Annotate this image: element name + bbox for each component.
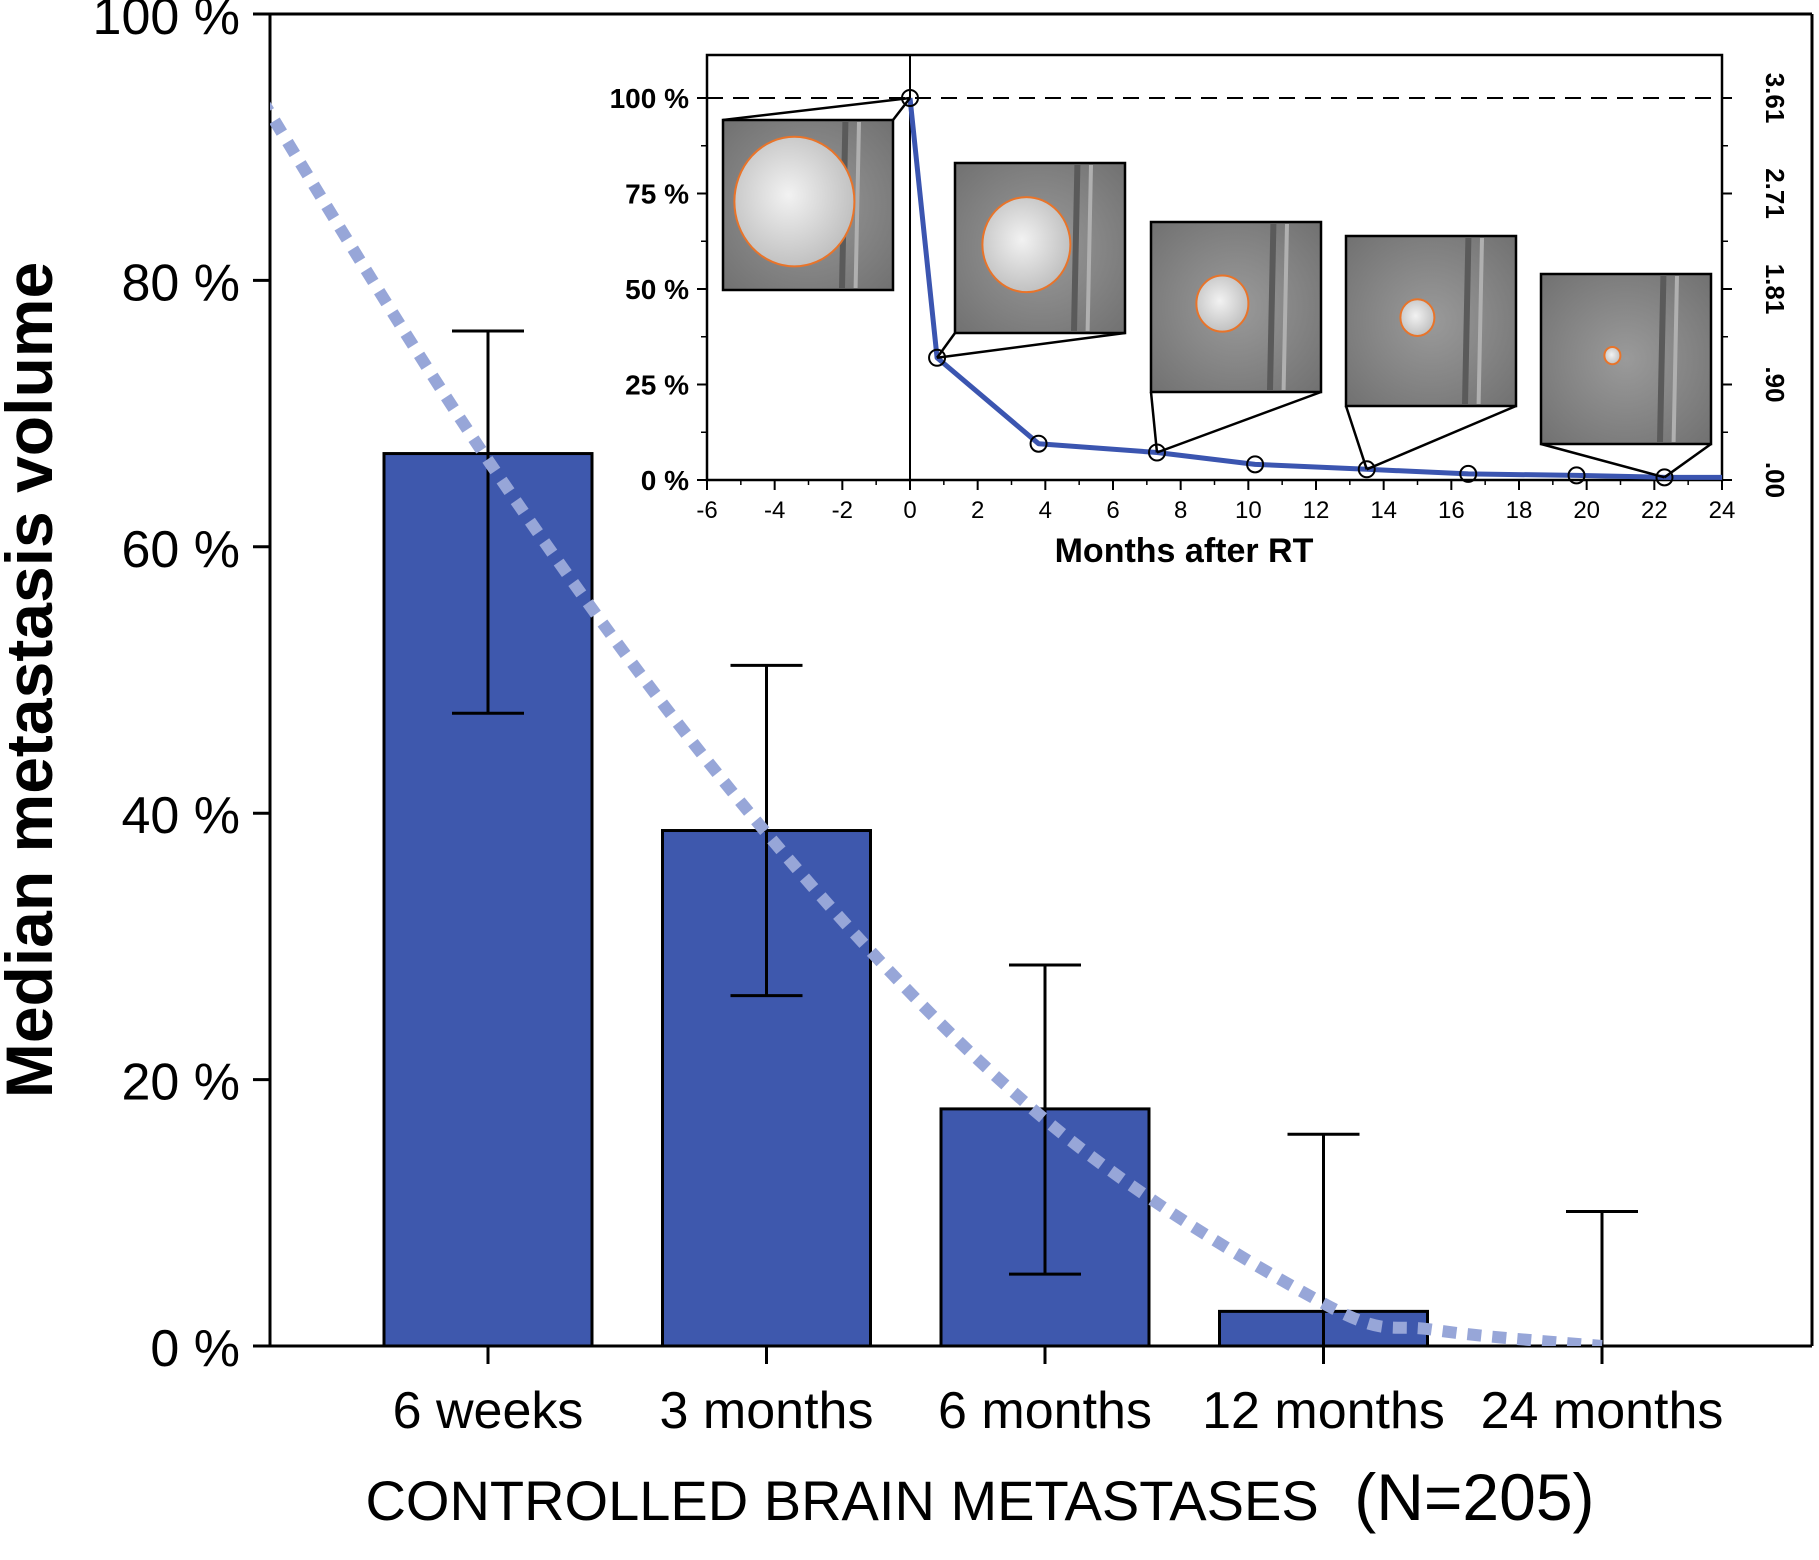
mri-vessel-shadow (1071, 164, 1081, 332)
mri-connector (1663, 442, 1712, 479)
mri-thumbnail (1344, 234, 1518, 471)
trend-line (270, 101, 1603, 1346)
mri-vessel-highlight (1281, 223, 1289, 391)
inset-y-tick-label: 50 % (625, 274, 689, 305)
mri-connector (1540, 442, 1665, 479)
trend-curve (270, 101, 1603, 1346)
inset-x-tick-label: 6 (1106, 497, 1119, 524)
y-tick-label: 0 % (150, 1320, 240, 1378)
x-tick-label: 3 months (660, 1382, 874, 1440)
y-axis-label: Median metastasis volume (0, 262, 66, 1098)
inset-x-tick-label: 0 (903, 497, 916, 524)
mri-connector (1366, 404, 1517, 471)
x-axis-ticks: 6 weeks 3 months 6 months 12 months 24 month… (393, 1346, 1724, 1440)
mri-thumbnails (721, 96, 1713, 479)
x-tick-label: 12 months (1202, 1382, 1445, 1440)
mri-vessel-highlight (1671, 275, 1679, 443)
inset-x-tick-label: 20 (1573, 497, 1600, 524)
inset-data-marker (1567, 466, 1586, 485)
inset-x-tick-label: 12 (1303, 497, 1330, 524)
mri-vessel-highlight (1476, 237, 1484, 405)
inset-y2-tick-label: 1.81 (1760, 264, 1790, 315)
mri-lesion-contour (1399, 298, 1436, 337)
inset-data-marker (1459, 464, 1478, 483)
inset-data-marker (1246, 455, 1265, 474)
inset-data-marker (1029, 434, 1048, 453)
inset-y2-tick-label: .90 (1760, 366, 1790, 402)
x-tick-label: 24 months (1481, 1382, 1724, 1440)
y-tick-label: 80 % (121, 254, 240, 312)
y-tick-label: 100 % (93, 0, 240, 46)
mri-vessel-shadow (1462, 237, 1472, 405)
mri-connector (1156, 390, 1322, 454)
mri-lesion-contour (1603, 345, 1622, 366)
main-plot-area: 0 %20 %40 %60 %80 %100 % 6 weeks 3 months… (93, 0, 1814, 1440)
mri-connector (936, 331, 1126, 359)
mri-vessel-highlight (853, 121, 861, 289)
inset-data-marker (1357, 460, 1376, 479)
inset-x-tick-label: 24 (1709, 497, 1736, 524)
mri-thumbnail-frame (1539, 272, 1713, 446)
inset-y-tick-label: 100 % (610, 83, 689, 114)
mri-connector (936, 332, 957, 359)
inset-series-line (907, 97, 1722, 480)
mri-vessel-highlight (1085, 164, 1093, 332)
y-axis-ticks: 0 % 20 % 40 % 60 % 80 % 100 % (93, 0, 270, 1378)
inset-y-tick-label: 75 % (625, 179, 689, 210)
mri-thumbnail (1149, 220, 1323, 454)
mri-vessel-shadow (1657, 275, 1667, 443)
mri-vessel-shadow (1267, 223, 1277, 391)
mri-connector (1344, 405, 1368, 470)
inset-x-tick-label: -2 (832, 497, 853, 524)
mri-connector (892, 97, 911, 121)
inset-x-tick-label: 8 (1174, 497, 1187, 524)
inset-x-tick-label: 14 (1370, 497, 1397, 524)
inset-x-tick-label: 16 (1438, 497, 1465, 524)
inset-y2-tick-label: 2.71 (1760, 168, 1790, 219)
x-axis-label-n: (N=205) (1354, 1460, 1594, 1534)
inset-y-tick-label: 25 % (625, 370, 689, 401)
inset-series (707, 55, 1722, 487)
inset-x-tick-label: -4 (764, 497, 785, 524)
y-tick-label: 20 % (121, 1054, 240, 1112)
inset-y2-tick-label: 3.61 (1760, 73, 1790, 124)
mri-lesion-contour (1195, 274, 1250, 333)
mri-lesion-contour (981, 196, 1072, 294)
y-tick-label: 40 % (121, 787, 240, 845)
error-bars (452, 329, 1638, 1346)
mri-connector (1149, 391, 1159, 453)
inset-y-tick-label: 0 % (641, 465, 689, 496)
mri-lesion-contour (733, 135, 856, 268)
inset-x-tick-label: 18 (1506, 497, 1533, 524)
y-tick-label: 60 % (121, 521, 240, 579)
mri-thumbnail (1539, 272, 1713, 479)
x-tick-label: 6 months (938, 1382, 1152, 1440)
inset-x-axis-label: Months after RT (1055, 532, 1314, 570)
inset-x-tick-label: 22 (1641, 497, 1668, 524)
mri-connector (722, 96, 911, 122)
x-axis-label-main: CONTROLLED BRAIN METASTASES (365, 1469, 1318, 1532)
mri-thumbnail (721, 96, 911, 292)
x-tick-label: 6 weeks (393, 1382, 584, 1440)
inset-y2-tick-label: .00 (1760, 462, 1790, 498)
bar-series (382, 452, 1429, 1348)
inset-x-tick-label: 4 (1039, 497, 1052, 524)
inset-data-marker (1655, 468, 1674, 487)
inset-x-tick-label: 2 (971, 497, 984, 524)
inset-x-tick-label: 10 (1235, 497, 1262, 524)
inset-x-tick-label: -6 (696, 497, 717, 524)
x-axis-label: CONTROLLED BRAIN METASTASES (N=205) (365, 1460, 1594, 1534)
mri-thumbnail (936, 161, 1127, 359)
